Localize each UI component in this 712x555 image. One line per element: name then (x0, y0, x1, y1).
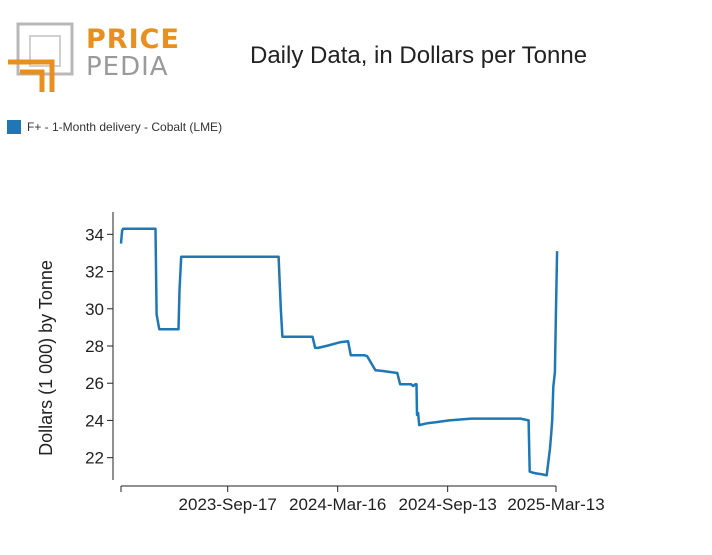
legend-label: F+ - 1-Month delivery - Cobalt (LME) (27, 120, 223, 134)
y-tick-label: 34 (85, 225, 104, 244)
y-axis-label: Dollars (1 000) by Tonne (36, 260, 56, 456)
series-line-0[interactable] (119, 227, 559, 477)
y-axis: 22 24 26 28 30 32 34 (85, 212, 114, 480)
series-layer (119, 227, 559, 477)
y-tick-label: 32 (85, 263, 104, 282)
y-tick-label: 22 (85, 449, 104, 468)
y-tick-label: 28 (85, 337, 104, 356)
x-tick-label: 2024-Sep-13 (399, 495, 497, 514)
pricepedia-logo[interactable]: PRICE PEDIA (8, 22, 179, 94)
y-tick-label: 30 (85, 300, 104, 319)
legend-swatch (7, 120, 21, 134)
x-tick-label: 2024-Mar-16 (289, 495, 386, 514)
y-tick-label: 26 (85, 374, 104, 393)
x-tick-label: 2023-Sep-17 (179, 495, 277, 514)
logo-text-price: PRICE (86, 24, 180, 55)
chart-title: Daily Data, in Dollars per Tonne (250, 42, 588, 69)
x-axis: 2023-Sep-17 2024-Mar-16 2024-Sep-13 2025-Ma… (120, 485, 605, 514)
y-tick-label: 24 (85, 411, 104, 430)
legend[interactable]: F+ - 1-Month delivery - Cobalt (LME) (7, 119, 222, 135)
x-tick-label: 2025-Mar-13 (507, 495, 604, 514)
logo-text-pedia: PEDIA (86, 52, 169, 82)
logo-mark-icon (8, 22, 74, 92)
